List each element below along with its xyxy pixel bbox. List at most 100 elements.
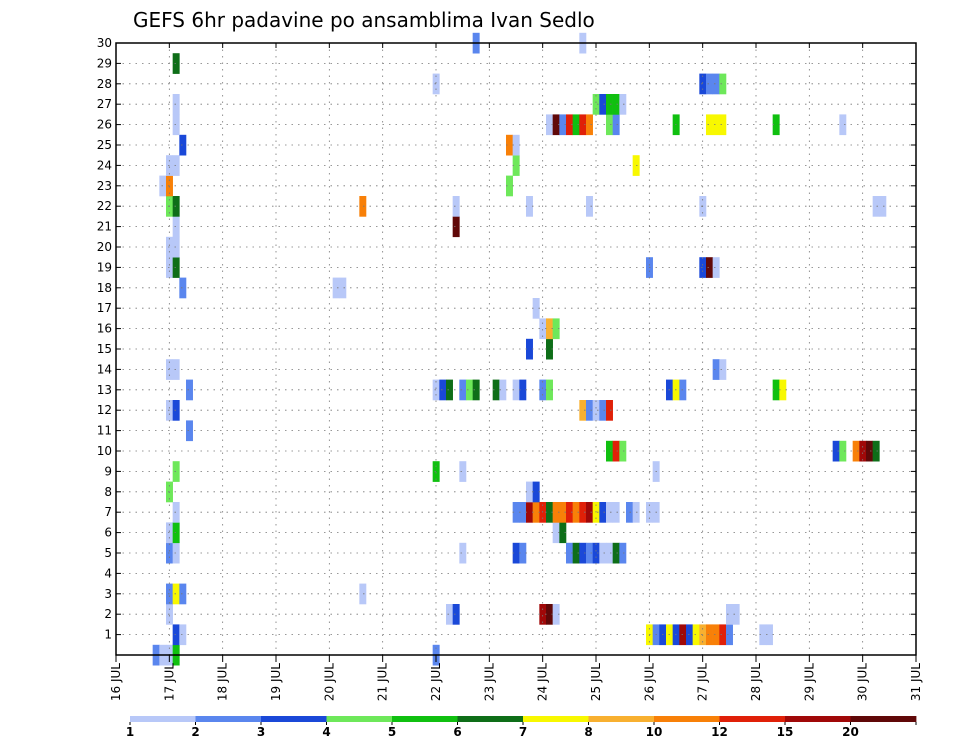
x-tick-label: 28 JUL: [749, 663, 763, 701]
heatmap-cell: [559, 502, 567, 523]
x-tick-label: 26 JUL: [642, 663, 656, 701]
heatmap-cell: [592, 542, 600, 564]
heatmap-cell: [546, 379, 553, 401]
heatmap-cell: [172, 502, 180, 523]
x-tick-label: 18 JUL: [216, 663, 230, 701]
heatmap-cell: [712, 624, 720, 646]
heatmap-cell: [519, 379, 527, 401]
heatmap-cell: [612, 94, 620, 115]
heatmap-cell: [172, 114, 180, 136]
heatmap-cell: [172, 359, 180, 380]
heatmap-cell: [719, 624, 727, 646]
heatmap-cell: [432, 73, 440, 95]
colorbar-swatch: [326, 716, 393, 722]
heatmap-cell: [512, 134, 520, 156]
heatmap-cell: [432, 379, 440, 401]
y-tick-label: 12: [97, 403, 112, 417]
y-tick-label: 17: [97, 301, 112, 315]
colorbar-swatch: [392, 716, 458, 722]
heatmap-cell: [332, 277, 340, 299]
heatmap-cell: [172, 94, 180, 115]
heatmap-cell: [712, 359, 720, 380]
x-tick-label: 23 JUL: [482, 663, 496, 701]
heatmap-cell: [719, 359, 727, 380]
heatmap-cell: [526, 502, 533, 523]
heatmap-cell: [692, 624, 700, 646]
heatmap-cell: [599, 542, 607, 564]
heatmap-cell: [772, 379, 780, 401]
grid-lines: [116, 42, 916, 655]
heatmap-cell: [619, 542, 627, 564]
colorbar-swatch: [130, 716, 196, 722]
heatmap-cell: [172, 236, 180, 258]
heatmap-cell: [726, 624, 733, 646]
x-tick-label: 19 JUL: [269, 663, 283, 701]
heatmap-cell: [186, 420, 193, 442]
heatmap-cell: [179, 583, 187, 605]
heatmap-cell: [179, 134, 187, 156]
heatmap-cell: [526, 481, 533, 503]
heatmap-cell: [566, 114, 573, 136]
colorbar-swatch: [588, 716, 655, 722]
y-tick-label: 1: [104, 628, 112, 642]
heatmap-cell: [586, 196, 593, 217]
heatmap-cell: [466, 379, 473, 401]
heatmap-cell: [552, 318, 560, 340]
x-tick-label: 31 JUL: [909, 663, 923, 701]
heatmap-cell: [572, 114, 580, 136]
x-tick-label: 24 JUL: [536, 663, 550, 701]
heatmap-cell: [599, 94, 607, 115]
heatmap-cell: [552, 114, 560, 136]
y-tick-label: 20: [97, 240, 112, 254]
x-tick-label: 30 JUL: [856, 663, 870, 701]
heatmap-cell: [459, 542, 467, 564]
heatmap-cell: [506, 175, 513, 197]
heatmap-cell: [779, 379, 787, 401]
heatmap-cell: [172, 461, 180, 482]
heatmap-cell: [532, 298, 540, 319]
y-tick-label: 2: [104, 607, 112, 621]
colorbar-label: 1: [126, 725, 134, 739]
heatmap-cell: [606, 114, 613, 136]
y-tick-label: 25: [97, 138, 112, 152]
heatmap-cell: [546, 604, 553, 625]
colorbar-swatch: [654, 716, 720, 722]
y-tick-label: 6: [104, 526, 112, 540]
heatmap-cell: [452, 216, 460, 238]
heatmap-cell: [866, 440, 873, 462]
heatmap-cell: [439, 379, 447, 401]
x-tick-label: 16 JUL: [109, 663, 123, 701]
heatmap-cell: [172, 155, 180, 176]
heatmap-cell: [606, 440, 613, 462]
heatmap-cell: [172, 196, 180, 217]
colorbar-label: 10: [646, 725, 663, 739]
heatmap-cell: [552, 522, 560, 544]
heatmap-cell: [706, 73, 713, 95]
heatmap-cell: [339, 277, 347, 299]
heatmap-cell: [859, 440, 867, 462]
y-tick-label: 7: [104, 505, 112, 519]
y-tick-label: 21: [97, 220, 112, 234]
heatmap-cell: [432, 461, 440, 482]
colorbar-label: 5: [388, 725, 396, 739]
colorbar-swatch: [457, 716, 524, 722]
colorbar-label: 2: [191, 725, 199, 739]
heatmap-cell: [872, 196, 880, 217]
colorbar: 1 2 3 4 5 6 7 8 10 12 15 20: [126, 716, 917, 739]
heatmap-cell: [872, 440, 880, 462]
y-tick-label: 5: [104, 546, 112, 560]
heatmap-cell: [539, 318, 547, 340]
heatmap-cell: [839, 114, 847, 136]
heatmap-cell: [459, 379, 467, 401]
heatmap-cell: [839, 440, 847, 462]
y-tick-label: 14: [97, 362, 112, 376]
heatmap-cell: [446, 604, 453, 625]
heatmap-cell: [766, 624, 773, 646]
x-tick-label: 22 JUL: [429, 663, 443, 701]
y-tick-label: 27: [97, 97, 112, 111]
heatmap-cell: [512, 542, 520, 564]
y-tick-label: 9: [104, 464, 112, 478]
y-tick-label: 22: [97, 199, 112, 213]
heatmap-cell: [512, 502, 520, 523]
